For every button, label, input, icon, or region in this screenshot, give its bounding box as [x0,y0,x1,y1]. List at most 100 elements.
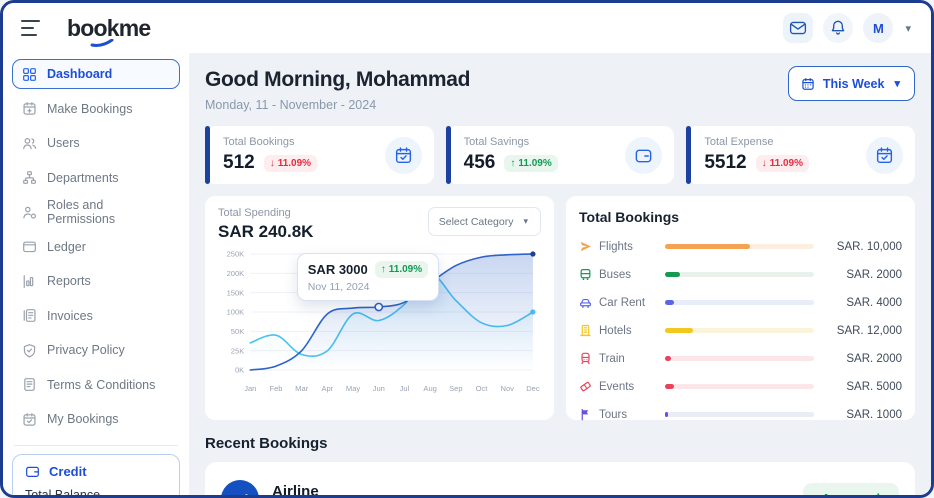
dashboard-grid-icon [23,67,36,81]
line-chart[interactable]: 0K 25K 50K 100K 150K 200K 250K Jan Feb Mar Apr May J… [218,244,541,406]
arrow-down-icon: ↓ [269,157,275,169]
booking-amount: SAR. 2000 [846,352,902,365]
booking-amount: SAR. 12,000 [836,324,902,337]
svg-text:Nov: Nov [501,384,515,393]
svg-text:Jul: Jul [400,384,410,393]
progress-bar [665,356,814,361]
stat-change-badge: ↑ 11.09% [504,154,558,172]
recent-booking-row[interactable]: Airline Created on 20 Oct 2024, 3:36:12 … [205,462,915,495]
booking-amount: SAR. 5000 [846,380,902,393]
avatar-initial: M [873,20,884,36]
sidebar-item-users[interactable]: Users [12,128,180,158]
plane-icon [221,480,259,495]
category-select[interactable]: Select Category ▾ [427,207,541,236]
person-permission-icon [23,206,37,219]
flag-icon [579,408,592,421]
bell-icon[interactable] [823,13,854,43]
shield-check-icon [23,343,36,357]
page-title: Good Morning, Mohammad [205,68,471,91]
avatar[interactable]: M [863,13,894,43]
sidebar-item-reports[interactable]: Reports [12,266,180,296]
credit-balance-label: Total Balance [25,487,101,498]
svg-text:100K: 100K [227,308,245,317]
sidebar-item-terms-conditions[interactable]: Terms & Conditions [12,370,180,400]
booking-category-row-buses[interactable]: Buses SAR. 2000 [579,268,902,281]
sidebar-item-label: Dashboard [47,67,113,81]
invoice-icon [23,309,36,322]
svg-text:Sep: Sep [449,384,462,393]
topbar-actions: M ▾ [783,13,913,43]
booking-category-row-hotels[interactable]: Hotels SAR. 12,000 [579,324,902,337]
svg-text:Aug: Aug [423,384,436,393]
booking-category-row-events[interactable]: Events SAR. 5000 [579,380,902,393]
sidebar-item-label: My Bookings [47,412,119,426]
sidebar-item-invoices[interactable]: Invoices [12,301,180,331]
booking-category-row-car-rent[interactable]: Car Rent SAR. 4000 [579,296,902,309]
credit-card[interactable]: Credit Total Balance SAR 5012 [12,453,180,498]
stat-card-total-savings[interactable]: Total Savings 456 ↑ 11.09% [445,126,675,184]
svg-text:Oct: Oct [476,384,489,393]
chevron-down-icon[interactable]: ▾ [905,22,911,35]
stat-value: 512 [223,152,255,173]
menu-icon[interactable] [21,20,43,36]
svg-text:Jan: Jan [244,384,256,393]
stat-card-total-bookings[interactable]: Total Bookings 512 ↓ 11.09% [205,126,434,184]
sidebar-item-label: Users [47,136,80,150]
status-badge: Approved [802,483,899,495]
sidebar-item-dashboard[interactable]: Dashboard [12,59,180,89]
booking-category-row-train[interactable]: Train SAR. 2000 [579,352,902,365]
org-chart-icon [23,171,36,184]
svg-text:Mar: Mar [295,384,309,393]
date-range-button[interactable]: This Week ▾ [787,66,915,101]
svg-text:Feb: Feb [269,384,282,393]
svg-text:25K: 25K [231,346,244,355]
booking-amount: SAR. 10,000 [836,240,902,253]
sidebar-item-label: Roles and Permissions [47,198,116,226]
sidebar-item-my-bookings[interactable]: My Bookings [12,404,180,434]
tooltip-change-badge: ↑ 11.09% [374,260,429,278]
progress-bar [665,412,814,417]
mail-icon[interactable] [783,13,814,43]
calendar-check-icon [866,136,904,174]
stat-card-total-expense[interactable]: Total Expense 5512 ↓ 11.09% [686,126,916,184]
app-logo: bookme [67,15,151,47]
svg-text:200K: 200K [227,269,245,278]
svg-text:Apr: Apr [322,384,334,393]
stat-change-badge: ↓ 11.09% [755,154,809,172]
svg-text:Dec: Dec [526,384,540,393]
stat-value: 456 [463,152,496,173]
stat-value: 5512 [704,152,747,173]
bar-chart-icon [23,274,34,288]
sidebar-item-roles-permissions[interactable]: Roles and Permissions [12,197,180,227]
sidebar-item-privacy-policy[interactable]: Privacy Policy [12,335,180,365]
date-range-label: This Week [822,76,885,91]
sidebar-item-label: Make Bookings [47,101,133,116]
booking-amount: SAR. 4000 [846,296,902,309]
calendar-check-icon [384,136,422,174]
recent-bookings-title: Recent Bookings [205,435,328,452]
stat-change-badge: ↓ 11.09% [263,154,318,172]
progress-bar [665,384,814,389]
stat-label: Total Bookings [223,136,295,148]
page-date: Monday, 11 - November - 2024 [205,98,377,112]
booking-category-row-tours[interactable]: Tours SAR. 1000 [579,408,902,421]
arrow-up-icon: ↑ [380,263,386,275]
sidebar-item-label: Departments [47,170,119,185]
sidebar-item-make-bookings[interactable]: Make Bookings [12,94,180,124]
svg-text:May: May [346,384,361,393]
sidebar-item-departments[interactable]: Departments [12,163,180,193]
sidebar-item-ledger[interactable]: Ledger [12,232,180,262]
bus-icon [579,268,592,281]
wallet-icon [26,466,39,477]
chevron-down-icon: ▾ [894,78,900,90]
topbar: bookme M ▾ [3,3,931,53]
stats-row: Total Bookings 512 ↓ 11.09% Total Savings [205,126,916,184]
wallet-icon [625,136,663,174]
calendar-plus-icon [23,102,36,115]
progress-bar [665,300,814,305]
sidebar-item-label: Reports [47,274,91,288]
logo-swoosh-icon [90,38,114,47]
sidebar-item-label: Terms & Conditions [47,377,156,392]
booking-category-row-flights[interactable]: Flights SAR. 10,000 [579,240,902,253]
